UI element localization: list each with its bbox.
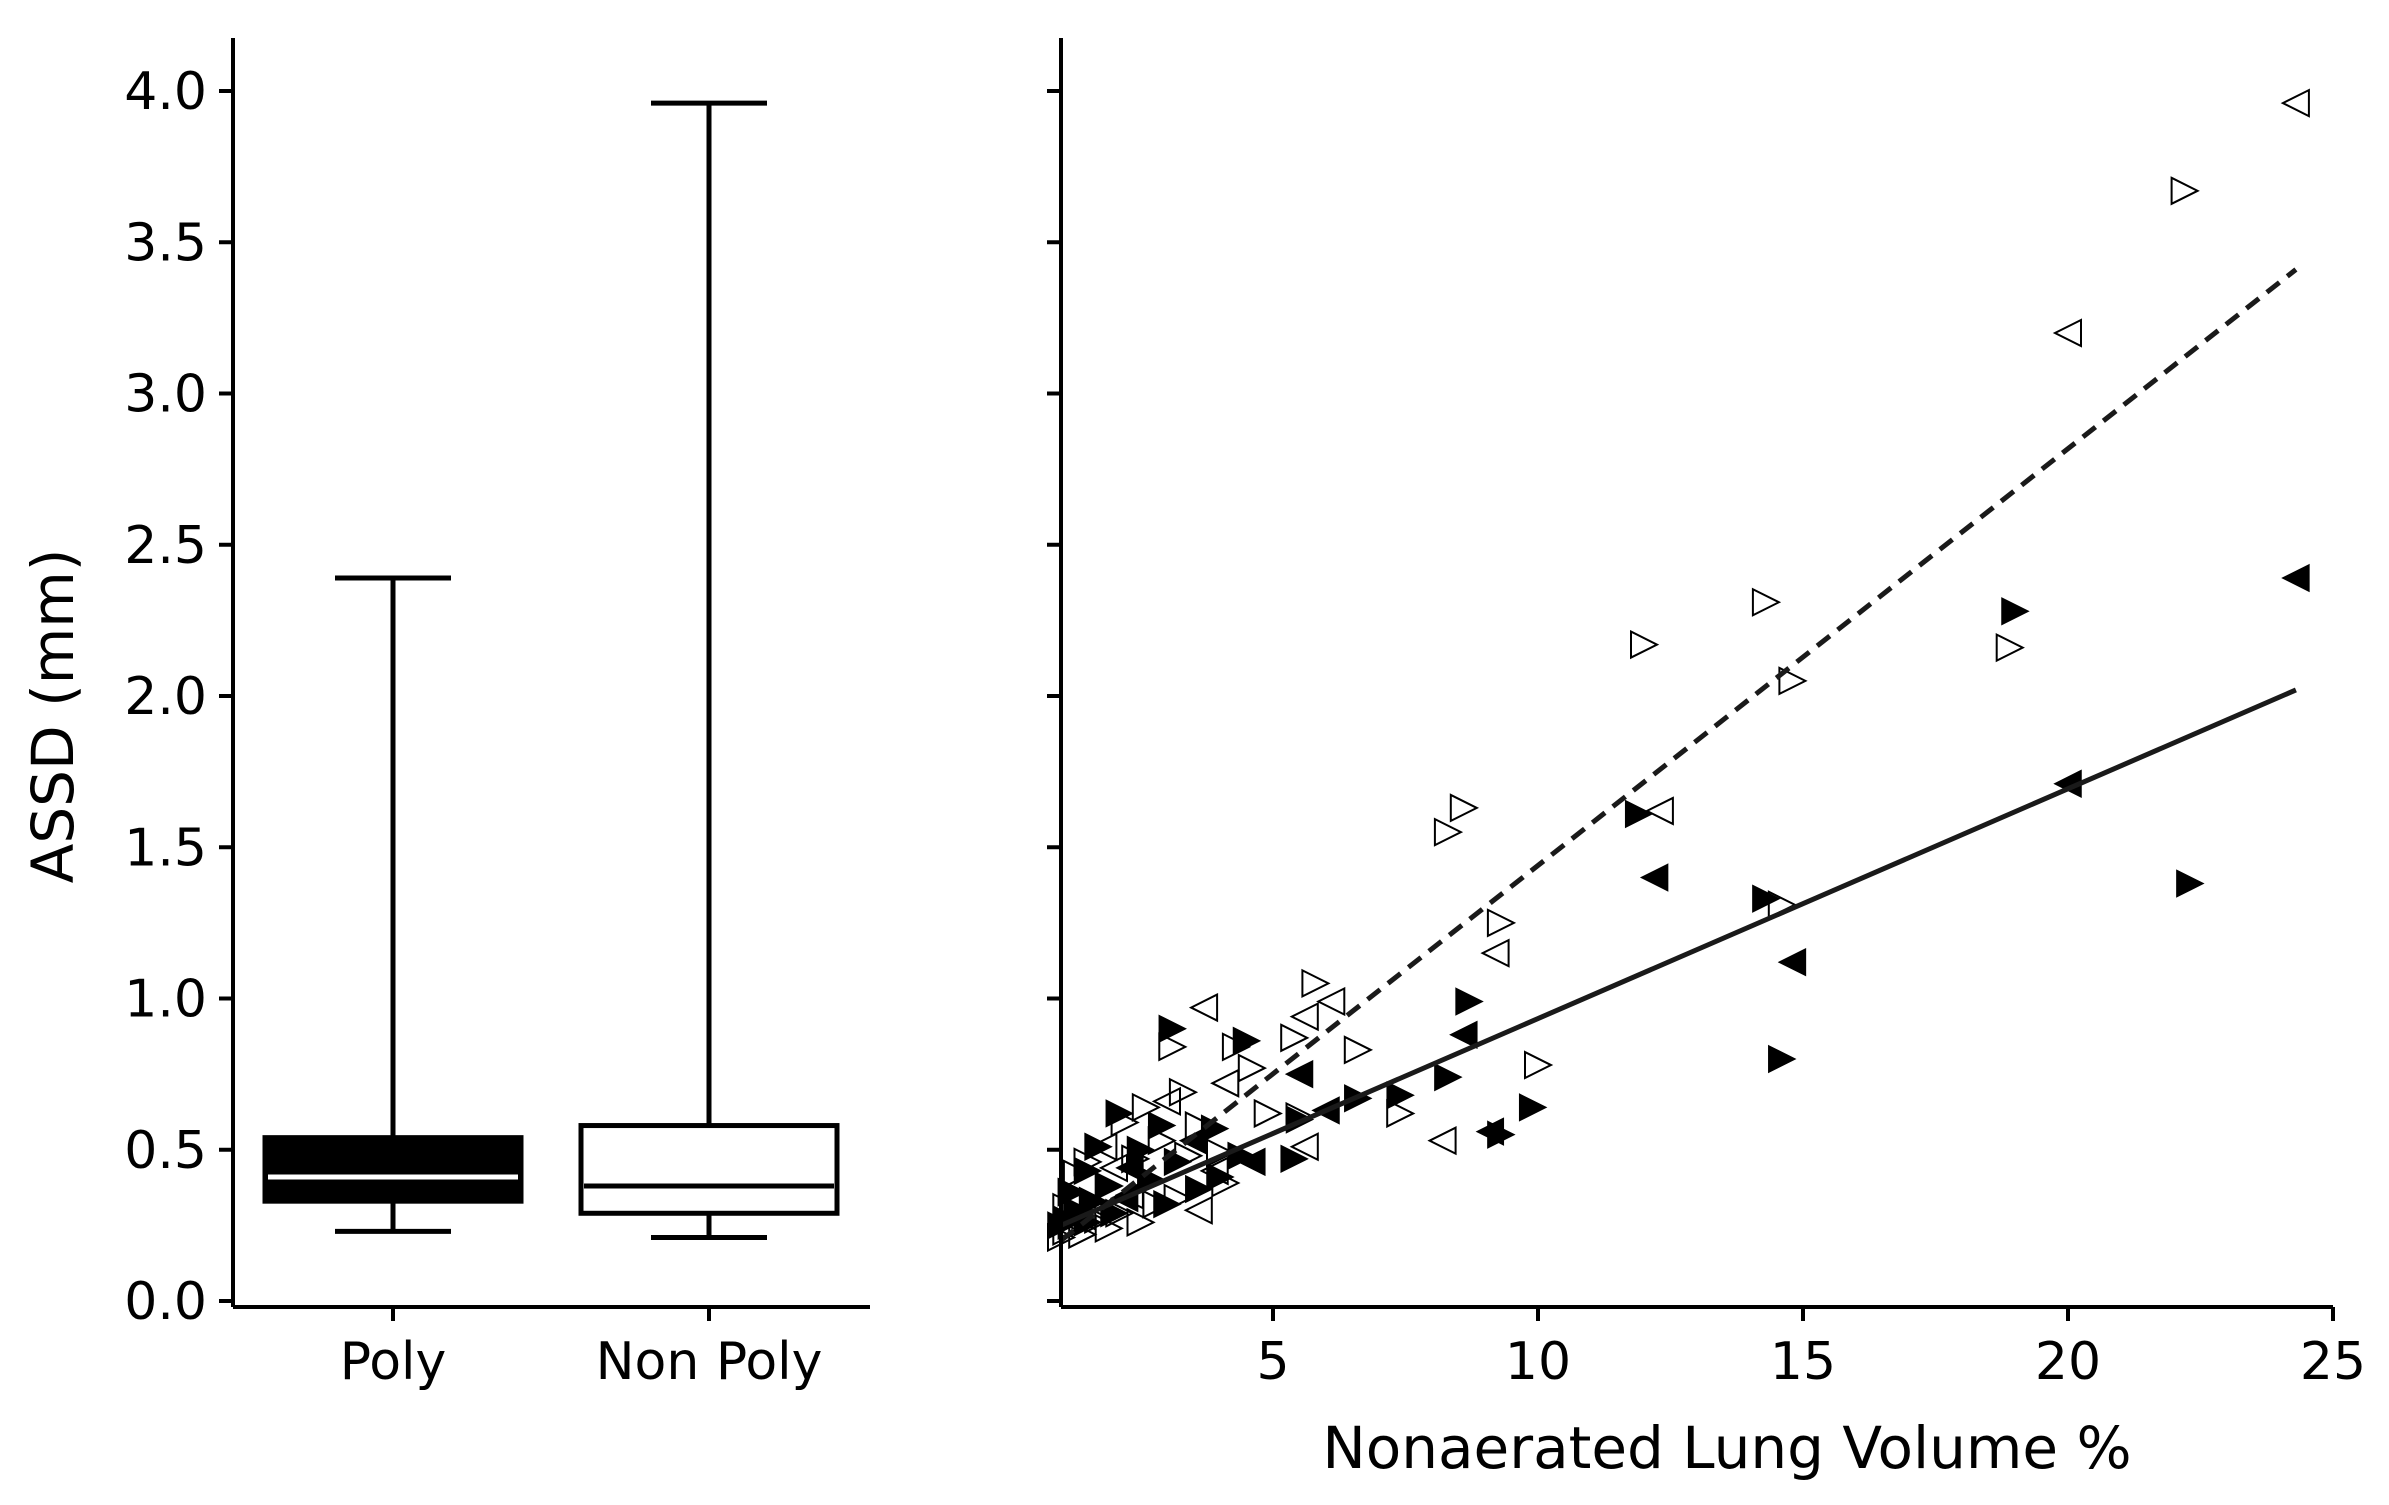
data-point	[1185, 1174, 1214, 1204]
y-tick-label: 0.5	[124, 1121, 207, 1181]
box-non-poly	[578, 100, 840, 1240]
box-plot-boxes	[262, 100, 840, 1240]
data-point	[1427, 1126, 1457, 1156]
x-tick-label: 25	[2300, 1332, 2366, 1392]
x-tick-label: Non Poly	[596, 1332, 823, 1392]
data-point	[1778, 666, 1808, 696]
data-point	[1084, 1132, 1113, 1161]
data-point	[1433, 817, 1464, 847]
y-tick-label: 3.0	[124, 365, 207, 425]
fit-line-non-poly	[1059, 267, 2298, 1243]
data-point	[2281, 563, 2310, 593]
y-tick-label: 2.0	[124, 667, 207, 727]
data-point	[1147, 1111, 1177, 1140]
data-point	[1289, 1002, 1319, 1032]
data-point	[1630, 629, 1660, 660]
data-point	[1386, 1098, 1416, 1129]
data-point	[1088, 1132, 1118, 1162]
data-point	[1434, 1062, 1463, 1092]
data-point	[1151, 1086, 1181, 1116]
data-point	[1480, 938, 1510, 968]
data-point	[1105, 1099, 1134, 1128]
box-plot-x-ticks: Poly Non Poly	[340, 1307, 823, 1392]
data-point	[1188, 992, 1219, 1023]
box-poly	[262, 575, 524, 1234]
y-tick-label: 1.0	[124, 970, 207, 1030]
data-point	[1147, 1126, 1177, 1156]
data-point	[1316, 986, 1346, 1017]
data-point	[1206, 1162, 1235, 1192]
data-point	[1751, 587, 1782, 617]
data-point	[1624, 799, 1654, 829]
data-point	[1115, 1153, 1144, 1183]
x-tick-label: 20	[2035, 1332, 2101, 1392]
iqr-box	[578, 1123, 840, 1216]
scatter-panel: 5 10 15 20 25 Nonaerated Lung Volume %	[1047, 38, 2366, 1482]
data-point	[1518, 1093, 1548, 1122]
data-point	[1289, 1132, 1319, 1162]
data-point	[1644, 796, 1674, 826]
data-point	[1475, 1117, 1505, 1146]
x-tick-label: Poly	[340, 1332, 447, 1392]
x-axis-label: Nonaerated Lung Volume %	[1322, 1414, 2131, 1482]
x-tick-label: 15	[1770, 1332, 1836, 1392]
data-point	[1131, 1092, 1162, 1123]
data-point	[2001, 597, 2030, 626]
y-tick-label: 3.5	[124, 213, 207, 273]
data-point	[2052, 318, 2082, 348]
fit-line-poly	[1060, 687, 2297, 1228]
data-point	[1455, 987, 1484, 1016]
box-plot-y-ticks: 0.0 0.5 1.0 1.5 2.0 2.5 3.0 3.5 4.0	[124, 62, 233, 1332]
data-point	[2280, 88, 2310, 118]
data-point	[1253, 1098, 1283, 1129]
scatter-y-ticks	[1047, 89, 1061, 1303]
data-point	[1153, 1189, 1182, 1219]
data-point	[1237, 1053, 1268, 1083]
data-point	[1343, 1035, 1374, 1065]
series-poly	[1047, 563, 2310, 1240]
data-point	[1094, 1171, 1124, 1201]
data-point	[1158, 1014, 1187, 1043]
data-point	[1449, 1020, 1478, 1050]
data-point	[1639, 863, 1669, 892]
data-point	[1280, 1144, 1309, 1174]
data-point	[1210, 1068, 1240, 1098]
data-point	[1284, 1059, 1314, 1089]
data-point	[1524, 1050, 1554, 1080]
scatter-points	[1047, 88, 2310, 1253]
x-tick-label: 10	[1505, 1332, 1571, 1392]
iqr-box	[262, 1135, 524, 1204]
y-tick-label: 1.5	[124, 818, 207, 878]
data-point	[2170, 176, 2200, 206]
data-point	[1232, 1026, 1262, 1056]
data-point	[1386, 1081, 1415, 1110]
data-point	[1449, 793, 1480, 823]
y-tick-label: 2.5	[124, 516, 207, 576]
x-tick-label: 5	[1256, 1332, 1289, 1392]
data-point	[1752, 884, 1781, 913]
y-axis-label: ASSD (mm)	[19, 549, 87, 884]
box-plot-panel: 0.0 0.5 1.0 1.5 2.0 2.5 3.0 3.5 4.0 Poly Non Poly…	[19, 38, 870, 1392]
data-point	[1158, 1032, 1188, 1062]
data-point	[2176, 869, 2205, 898]
scatter-x-ticks: 5 10 15 20 25	[1256, 1307, 2366, 1392]
series-non-poly	[1047, 88, 2310, 1253]
data-point	[1280, 1023, 1310, 1053]
fit-lines	[1059, 267, 2298, 1243]
data-point	[1768, 1044, 1797, 1074]
data-point	[1126, 1207, 1156, 1237]
y-tick-label: 4.0	[124, 62, 207, 122]
data-point	[1183, 1195, 1213, 1225]
data-point	[1995, 632, 2025, 663]
data-point	[1486, 908, 1517, 938]
y-tick-label: 0.0	[124, 1272, 207, 1332]
data-point	[1777, 947, 1807, 977]
data-point	[1168, 1077, 1199, 1107]
data-point	[1073, 1156, 1103, 1186]
data-point	[1301, 968, 1331, 998]
